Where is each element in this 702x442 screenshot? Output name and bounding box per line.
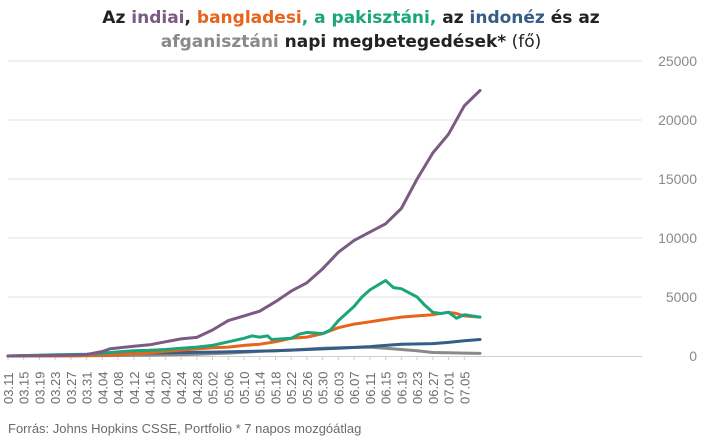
- chart-title-line2: afganisztáni napi megbetegedések* (fő): [0, 30, 702, 54]
- x-tick-label: 03.19: [32, 371, 47, 404]
- title-segment: indiai: [131, 8, 185, 28]
- x-tick-label: 06.11: [363, 372, 378, 404]
- x-tick-label: 05.30: [316, 371, 331, 404]
- title-segment: (fő): [506, 32, 542, 52]
- y-tick-label: 15000: [658, 171, 697, 187]
- x-tick-label: 04.12: [127, 371, 142, 404]
- y-tick-label: 20000: [658, 112, 697, 128]
- title-segment: afganisztáni: [160, 32, 279, 52]
- x-tick-label: 04.20: [158, 371, 173, 404]
- series-line-indiai: [6, 89, 482, 358]
- x-tick-label: 03.31: [80, 371, 95, 404]
- title-segment: ,: [184, 8, 197, 28]
- x-tick-label: 06.27: [426, 371, 441, 404]
- x-tick-label: 05.10: [237, 371, 252, 404]
- x-tick-label: 03.27: [64, 371, 79, 404]
- title-segment: és az: [544, 8, 600, 28]
- x-tick-label: 06.03: [331, 371, 346, 404]
- title-segment: az: [436, 8, 470, 28]
- title-segment: bangladesi: [196, 8, 302, 28]
- y-tick-label: 5000: [666, 289, 697, 305]
- title-segment: napi megbetegedések*: [278, 32, 507, 52]
- title-segment: Az: [102, 8, 132, 28]
- title-segment: , a pakisztáni,: [301, 8, 437, 28]
- x-tick-label: 03.15: [17, 371, 32, 404]
- y-tick-label: 0: [689, 348, 697, 364]
- x-tick-label: 04.28: [190, 371, 205, 404]
- x-tick-label: 05.02: [206, 371, 221, 404]
- x-tick-label: 05.26: [300, 371, 315, 404]
- x-tick-label: 05.14: [253, 371, 268, 404]
- title-segment: indonéz: [469, 8, 545, 28]
- x-tick-label: 03.23: [48, 371, 63, 404]
- y-tick-label: 25000: [658, 53, 697, 69]
- x-tick-label: 04.16: [143, 371, 158, 404]
- x-tick-label: 07.05: [457, 371, 472, 404]
- x-tick-label: 06.19: [394, 371, 409, 404]
- x-tick-label: 04.24: [174, 371, 189, 404]
- x-tick-label: 05.06: [221, 371, 236, 404]
- x-tick-label: 05.22: [284, 371, 299, 404]
- x-tick-label: 04.04: [95, 371, 110, 404]
- y-tick-label: 10000: [658, 230, 697, 246]
- series-line-pakisztáni: [6, 279, 482, 358]
- chart-title-line1: Az indiai, bangladesi, a pakisztáni, az …: [0, 6, 702, 30]
- x-tick-label: 07.01: [442, 371, 457, 404]
- source-note: Forrás: Johns Hopkins CSSE, Portfolio * …: [8, 421, 362, 436]
- x-tick-label: 05.18: [268, 371, 283, 404]
- x-tick-label: 06.23: [410, 371, 425, 404]
- x-tick-label: 06.07: [347, 371, 362, 404]
- x-tick-label: 03.11: [1, 372, 16, 404]
- x-tick-label: 06.15: [379, 371, 394, 404]
- x-tick-label: 04.08: [111, 371, 126, 404]
